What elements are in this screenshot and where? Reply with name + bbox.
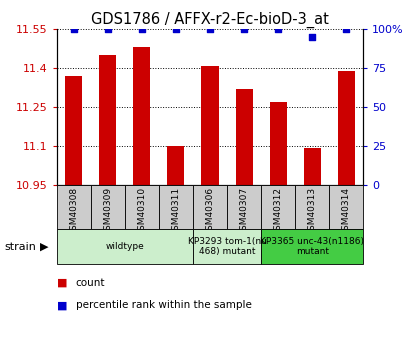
Bar: [159, 185, 193, 229]
Bar: [270, 102, 287, 185]
Point: [275, 27, 281, 32]
Bar: [329, 185, 363, 229]
Point: [207, 27, 213, 32]
Text: KP3365 unc-43(n1186)
mutant: KP3365 unc-43(n1186) mutant: [260, 237, 364, 256]
Text: strain: strain: [4, 242, 36, 252]
Bar: [193, 185, 227, 229]
Text: GSM40309: GSM40309: [103, 187, 112, 236]
Bar: [99, 55, 116, 185]
Text: GSM40313: GSM40313: [308, 187, 317, 236]
Bar: [202, 66, 218, 185]
Bar: [193, 229, 261, 264]
Bar: [134, 47, 150, 185]
Point: [139, 27, 145, 32]
Text: GSM40306: GSM40306: [205, 187, 215, 236]
Text: wildtype: wildtype: [105, 242, 144, 251]
Bar: [236, 89, 252, 185]
Bar: [261, 185, 295, 229]
Bar: [261, 229, 363, 264]
Bar: [168, 146, 184, 185]
Text: ▶: ▶: [40, 242, 48, 252]
Text: GSM40312: GSM40312: [274, 187, 283, 236]
Point: [241, 27, 247, 32]
Text: GSM40307: GSM40307: [239, 187, 249, 236]
Text: GDS1786 / AFFX-r2-Ec-bioD-3_at: GDS1786 / AFFX-r2-Ec-bioD-3_at: [91, 12, 329, 28]
Text: GSM40311: GSM40311: [171, 187, 181, 236]
Bar: [227, 185, 261, 229]
Bar: [338, 71, 355, 185]
Bar: [125, 185, 159, 229]
Text: count: count: [76, 278, 105, 288]
Bar: [57, 185, 91, 229]
Point: [105, 27, 111, 32]
Text: ■: ■: [57, 278, 67, 288]
Text: percentile rank within the sample: percentile rank within the sample: [76, 300, 252, 310]
Point: [71, 27, 77, 32]
Point: [173, 27, 179, 32]
Bar: [65, 76, 82, 185]
Point: [343, 27, 349, 32]
Point: [309, 34, 315, 40]
Text: GSM40314: GSM40314: [342, 187, 351, 236]
Bar: [57, 229, 193, 264]
Text: ■: ■: [57, 300, 67, 310]
Bar: [91, 185, 125, 229]
Text: KP3293 tom-1(nu
468) mutant: KP3293 tom-1(nu 468) mutant: [188, 237, 266, 256]
Bar: [304, 148, 321, 185]
Text: GSM40308: GSM40308: [69, 187, 78, 236]
Text: GSM40310: GSM40310: [137, 187, 146, 236]
Bar: [295, 185, 329, 229]
